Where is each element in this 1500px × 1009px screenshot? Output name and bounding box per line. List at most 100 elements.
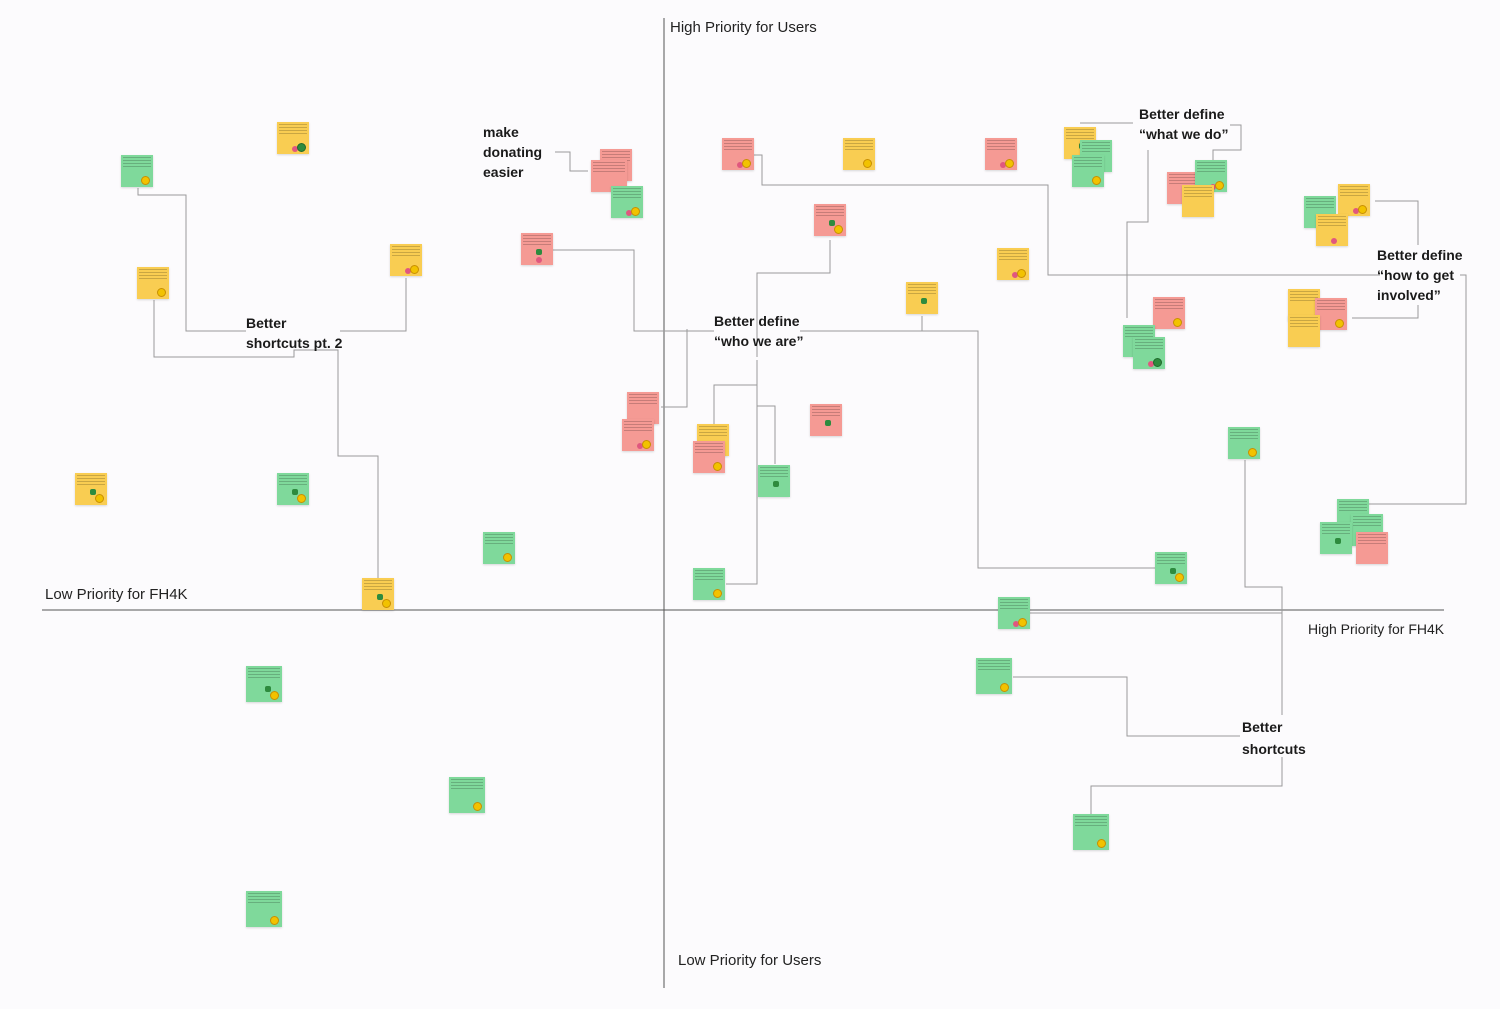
sticky-note[interactable]	[810, 404, 842, 436]
note-text-lines	[908, 284, 936, 296]
note-text-lines	[523, 235, 551, 247]
sticky-note[interactable]	[1155, 552, 1187, 584]
sticky-note[interactable]	[1316, 214, 1348, 246]
sticky-note[interactable]	[390, 244, 422, 276]
note-text-lines	[248, 668, 280, 680]
star-icon	[834, 225, 843, 234]
thumbs-up-icon	[921, 298, 927, 304]
heart-icon	[405, 268, 411, 274]
note-text-lines	[364, 580, 392, 592]
note-text-lines	[695, 443, 723, 455]
sticky-note[interactable]	[1320, 522, 1352, 554]
sticky-note[interactable]	[362, 578, 394, 610]
note-text-lines	[1075, 816, 1107, 828]
sticky-note[interactable]	[693, 568, 725, 600]
axis-label-bottom: Low Priority for Users	[678, 952, 822, 969]
heart-icon	[1000, 162, 1006, 168]
sticky-note[interactable]	[75, 473, 107, 505]
star-icon	[473, 802, 482, 811]
heart-icon	[1353, 208, 1359, 214]
cluster-label-line: “who we are”	[714, 333, 804, 349]
star-icon	[1215, 181, 1224, 190]
sticky-note[interactable]	[843, 138, 875, 170]
note-text-lines	[1082, 142, 1110, 154]
sticky-note[interactable]	[1073, 814, 1109, 850]
heart-icon	[536, 257, 542, 263]
cluster-label-line: “what we do”	[1139, 126, 1229, 142]
sticky-note[interactable]	[1153, 297, 1185, 329]
sticky-note[interactable]	[246, 891, 282, 927]
star-icon	[270, 916, 279, 925]
sticky-note[interactable]	[1356, 532, 1388, 564]
sticky-note[interactable]	[622, 419, 654, 451]
thumbs-up-icon	[90, 489, 96, 495]
note-text-lines	[1169, 174, 1197, 186]
star-icon	[270, 691, 279, 700]
sticky-note[interactable]	[1072, 155, 1104, 187]
sticky-note[interactable]	[1288, 315, 1320, 347]
note-text-lines	[1318, 216, 1346, 228]
heart-icon	[637, 443, 643, 449]
sticky-note[interactable]	[627, 392, 659, 424]
note-text-lines	[1339, 501, 1367, 513]
sticky-note[interactable]	[449, 777, 485, 813]
note-text-lines	[1340, 186, 1368, 198]
sticky-note[interactable]	[1228, 427, 1260, 459]
sticky-note[interactable]	[758, 465, 790, 497]
sticky-note[interactable]	[722, 138, 754, 170]
note-text-lines	[1290, 291, 1318, 303]
sticky-note[interactable]	[121, 155, 153, 187]
star-icon	[631, 207, 640, 216]
star-icon	[863, 159, 872, 168]
note-text-lines	[1197, 162, 1225, 174]
note-text-lines	[845, 140, 873, 152]
note-text-lines	[1155, 299, 1183, 311]
sticky-note[interactable]	[137, 267, 169, 299]
star-icon	[1358, 205, 1367, 214]
cluster-better-define-how-to-get-involved[interactable]: Better define “how to get involved”	[1377, 245, 1463, 305]
cluster-better-define-who-we-are[interactable]: Better define “who we are”	[714, 311, 803, 351]
note-text-lines	[248, 893, 280, 905]
note-text-lines	[1135, 339, 1163, 351]
sticky-note[interactable]	[277, 122, 309, 154]
star-icon	[1248, 448, 1257, 457]
sticky-note[interactable]	[1182, 185, 1214, 217]
note-text-lines	[77, 475, 105, 487]
thumbs-up-icon	[536, 249, 542, 255]
axis-label-right: High Priority for FH4K	[1308, 621, 1445, 637]
sticky-note[interactable]	[521, 233, 553, 265]
cluster-label-line: Better	[1242, 719, 1283, 735]
sticky-note[interactable]	[483, 532, 515, 564]
sticky-note[interactable]	[1133, 337, 1165, 369]
note-text-lines	[485, 534, 513, 546]
star-icon	[1017, 269, 1026, 278]
sticky-note[interactable]	[998, 597, 1030, 629]
star-icon	[1005, 159, 1014, 168]
sticky-note[interactable]	[985, 138, 1017, 170]
heart-icon	[626, 210, 632, 216]
sticky-note[interactable]	[906, 282, 938, 314]
cluster-better-define-what-we-do[interactable]: Better define “what we do”	[1139, 104, 1228, 144]
note-text-lines	[613, 188, 641, 200]
star-icon	[1335, 319, 1344, 328]
sticky-note[interactable]	[1315, 298, 1347, 330]
sticky-note[interactable]	[246, 666, 282, 702]
cluster-better-shortcuts[interactable]: Better shortcuts	[1242, 716, 1306, 760]
cluster-label-line: Better define	[714, 313, 800, 329]
sticky-note[interactable]	[997, 248, 1029, 280]
sticky-note[interactable]	[814, 204, 846, 236]
sticky-note[interactable]	[611, 186, 643, 218]
sticky-note[interactable]	[277, 473, 309, 505]
heart-icon	[1148, 361, 1154, 367]
cluster-make-donating-easier[interactable]: make donating easier	[483, 122, 542, 182]
sticky-note[interactable]	[693, 441, 725, 473]
note-text-lines	[695, 570, 723, 582]
heart-icon	[1012, 272, 1018, 278]
sticky-note[interactable]	[1338, 184, 1370, 216]
thumbs-up-icon	[297, 143, 306, 152]
sticky-note[interactable]	[976, 658, 1012, 694]
star-icon	[157, 288, 166, 297]
note-text-lines	[451, 779, 483, 791]
note-text-lines	[1066, 129, 1094, 141]
cluster-better-shortcuts-pt2[interactable]: Better shortcuts pt. 2	[246, 313, 342, 353]
